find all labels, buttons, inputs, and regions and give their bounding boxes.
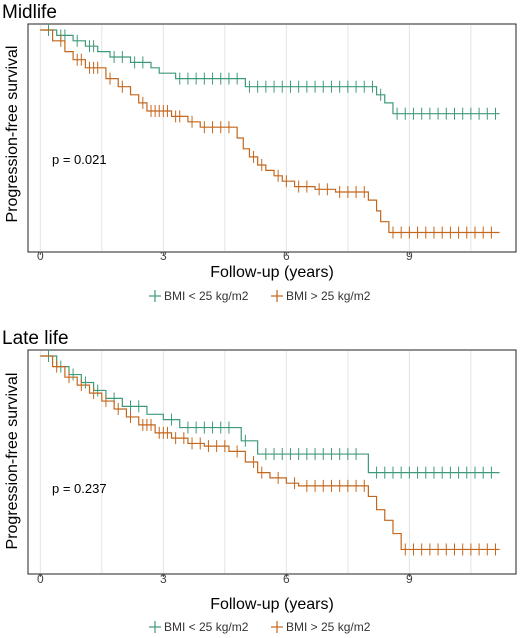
legend-label: BMI < 25 kg/m2 [164,289,249,303]
x-tick-label: 0 [37,249,44,263]
x-axis-label: Follow-up (years) [210,264,334,281]
survival-curve-low-bmi [40,355,500,474]
y-axis-label: Progression-free survival [4,373,21,550]
survival-curve-high-bmi [40,355,500,551]
plot-frame [27,349,517,575]
x-tick-labels: 0 3 6 9 [37,572,413,586]
panel-late-life: Late life p = 0.237 0 3 6 9 Follow-up (year… [2,328,517,634]
legend-label: BMI < 25 kg/m2 [164,620,249,634]
series-layer [40,350,500,556]
plot-frame [27,23,517,253]
survival-curve-high-bmi [40,29,500,234]
x-tick-label: 9 [406,572,413,586]
legend: BMI < 25 kg/m2 BMI > 25 kg/m2 [149,620,371,634]
grid-lines [39,25,472,251]
x-tick-labels: 0 3 6 9 [37,249,413,263]
p-value-annotation: p = 0.237 [52,481,107,496]
p-value-annotation: p = 0.021 [52,152,107,167]
chart-title: Late life [2,328,69,349]
x-tick-label: 6 [283,249,290,263]
legend-label: BMI > 25 kg/m2 [286,289,371,303]
grid-lines [39,351,472,573]
legend-label: BMI > 25 kg/m2 [286,620,371,634]
chart-title: Midlife [2,2,57,23]
x-tick-label: 9 [406,249,413,263]
series-layer [40,24,500,239]
x-axis-label: Follow-up (years) [210,596,334,613]
legend: BMI < 25 kg/m2 BMI > 25 kg/m2 [149,289,371,303]
x-tick-label: 6 [283,572,290,586]
x-tick-label: 3 [160,572,167,586]
x-tick-label: 0 [37,572,44,586]
x-tick-label: 3 [160,249,167,263]
y-axis-label: Progression-free survival [4,46,21,223]
panel-midlife: Midlife p = 0.021 0 3 6 9 Follow-up (years)… [2,2,517,303]
